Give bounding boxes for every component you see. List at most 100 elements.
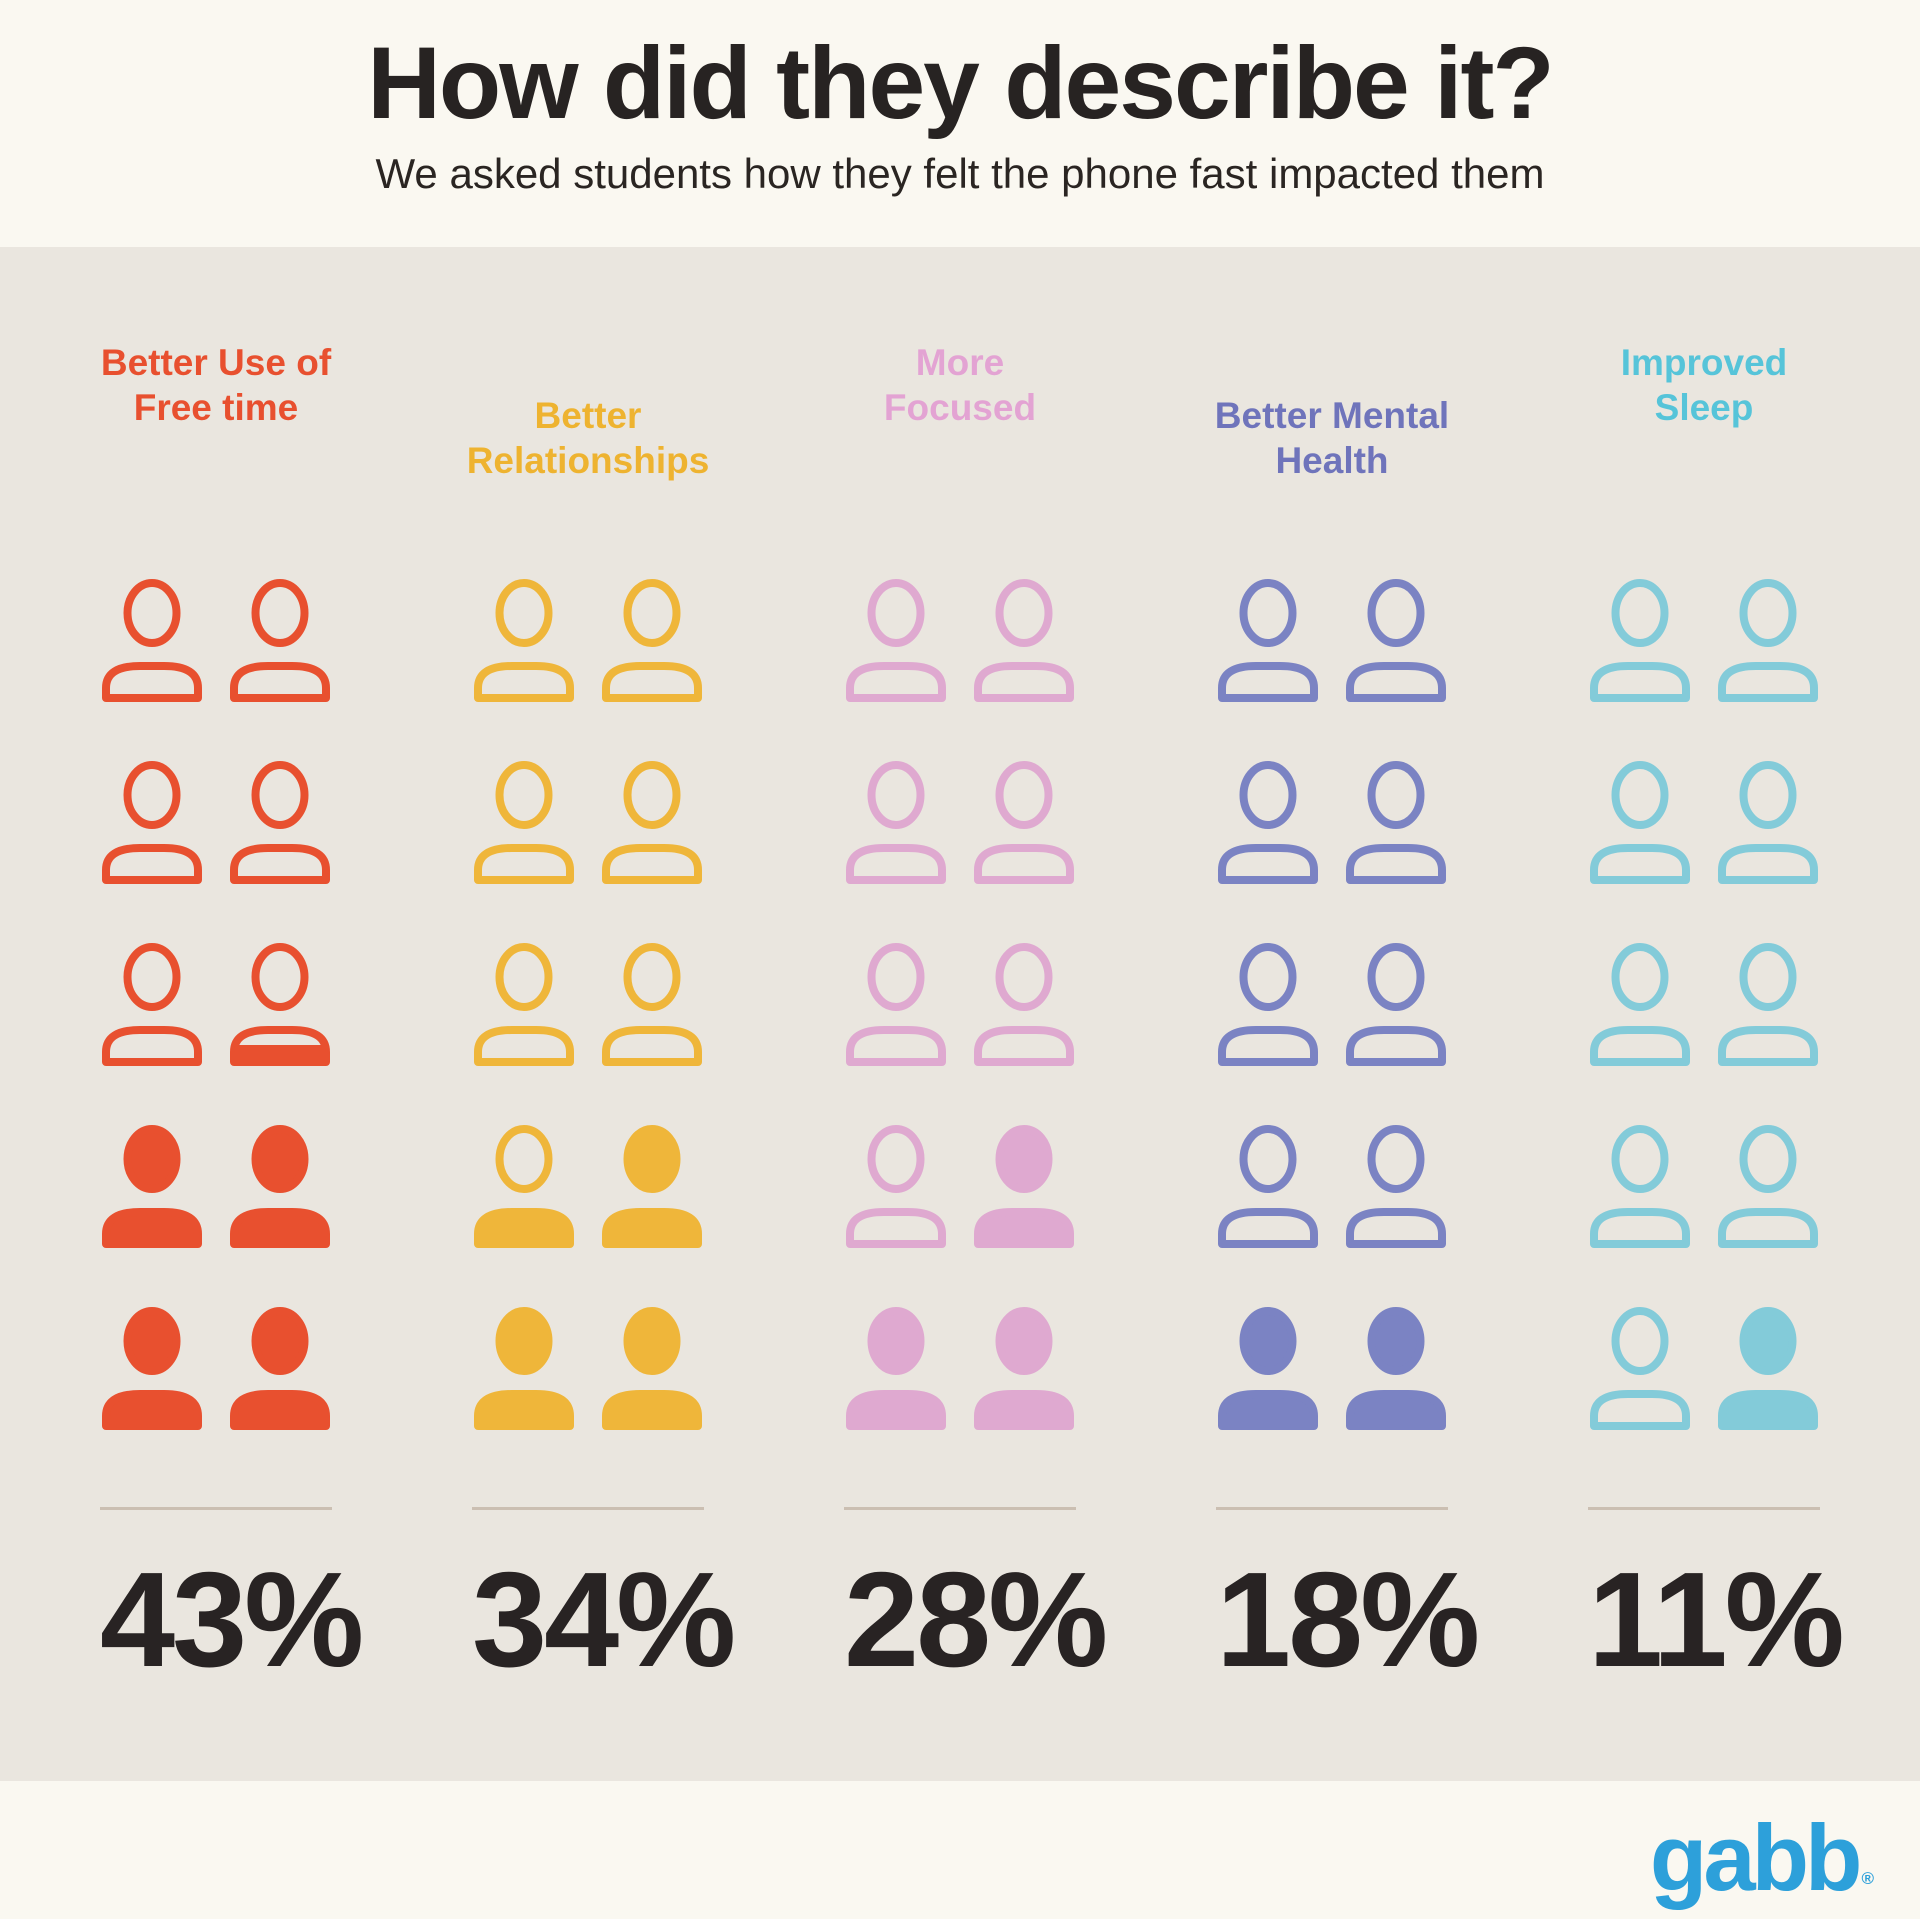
person-head <box>1239 761 1297 829</box>
person-head <box>495 943 553 1011</box>
person-icon <box>846 761 946 884</box>
person-body <box>602 844 702 884</box>
divider-line <box>844 1507 1076 1510</box>
header-band: How did they describe it? We asked stude… <box>0 0 1920 247</box>
page-title: How did they describe it? <box>367 26 1555 140</box>
person-icon-row <box>100 760 332 886</box>
person-icon <box>974 1307 1074 1430</box>
person-head <box>123 943 181 1011</box>
person-body <box>230 662 330 702</box>
person-icon <box>474 761 574 884</box>
person-icon-row <box>100 1124 332 1250</box>
person-icon <box>1218 943 1318 1066</box>
person-head <box>1739 761 1797 829</box>
category-column: Better Mental Health 18% <box>1208 247 1480 1687</box>
person-head <box>623 943 681 1011</box>
category-column: Better Relationships 34% <box>464 247 737 1687</box>
person-body <box>1590 844 1690 884</box>
person-body <box>1346 1208 1446 1248</box>
person-head <box>1239 579 1297 647</box>
person-icon <box>230 943 330 1066</box>
person-icon <box>1346 761 1446 884</box>
page-subtitle: We asked students how they felt the phon… <box>375 150 1545 198</box>
person-body <box>846 1208 946 1248</box>
percentage-value: 11% <box>1588 1544 1845 1695</box>
person-body <box>846 1390 946 1430</box>
person-body <box>102 844 202 884</box>
person-icon <box>974 1125 1074 1248</box>
person-icon-row <box>1588 578 1820 704</box>
person-icon <box>1218 1125 1318 1248</box>
person-icon-grid <box>1588 578 1820 1432</box>
category-label: Better Mental Health <box>1214 395 1450 481</box>
person-icon <box>1718 1307 1818 1430</box>
person-body <box>230 844 330 884</box>
person-head <box>1239 943 1297 1011</box>
person-head <box>623 1307 681 1375</box>
person-head <box>251 579 309 647</box>
person-icon <box>846 1125 946 1248</box>
person-body <box>1346 1026 1446 1066</box>
person-body <box>974 1390 1074 1430</box>
person-icon-row <box>472 1306 704 1432</box>
person-icon-row <box>1588 1306 1820 1432</box>
person-icon <box>230 1125 330 1248</box>
person-icon <box>1718 579 1818 702</box>
person-head <box>623 761 681 829</box>
person-head <box>995 1307 1053 1375</box>
person-icon-row <box>1588 1124 1820 1250</box>
person-body <box>230 1208 330 1248</box>
person-head <box>1367 579 1425 647</box>
person-head <box>867 579 925 647</box>
person-body <box>474 1208 574 1248</box>
person-head <box>867 1125 925 1193</box>
person-icon-row <box>472 1124 704 1250</box>
person-head <box>623 1125 681 1193</box>
person-head <box>123 761 181 829</box>
person-icon-row <box>844 1124 1076 1250</box>
person-icon-row <box>844 578 1076 704</box>
person-head <box>123 1307 181 1375</box>
divider-line <box>100 1507 332 1510</box>
person-icon <box>602 579 702 702</box>
person-icon-row <box>100 1306 332 1432</box>
person-icon-row <box>1216 942 1448 1068</box>
person-head <box>495 1125 553 1193</box>
person-icon <box>1590 943 1690 1066</box>
person-body <box>974 1208 1074 1248</box>
person-head <box>1611 1125 1669 1193</box>
person-body <box>102 1390 202 1430</box>
person-body <box>1590 662 1690 702</box>
person-body <box>230 1390 330 1430</box>
person-body <box>602 662 702 702</box>
person-body <box>474 1026 574 1066</box>
person-head <box>1611 943 1669 1011</box>
person-icon-row <box>844 1306 1076 1432</box>
divider-line <box>1588 1507 1820 1510</box>
person-icon-grid <box>1216 578 1448 1432</box>
person-icon <box>1346 579 1446 702</box>
divider-line <box>1216 1507 1448 1510</box>
person-head <box>1239 1125 1297 1193</box>
person-body <box>1218 1390 1318 1430</box>
person-body <box>846 1026 946 1066</box>
person-body <box>602 1208 702 1248</box>
person-icon <box>102 1307 202 1430</box>
person-icon <box>1718 943 1818 1066</box>
person-head <box>867 761 925 829</box>
person-head <box>995 1125 1053 1193</box>
person-body <box>1218 844 1318 884</box>
person-icon <box>1590 579 1690 702</box>
person-body <box>1218 662 1318 702</box>
person-icon-row <box>100 578 332 704</box>
person-icon <box>1718 761 1818 884</box>
person-head <box>623 579 681 647</box>
person-icon <box>102 1125 202 1248</box>
percentage-value: 28% <box>844 1544 1108 1695</box>
person-body <box>474 844 574 884</box>
gabb-logo-text: gabb <box>1649 1805 1863 1910</box>
person-icon-row <box>472 578 704 704</box>
person-head <box>1611 579 1669 647</box>
person-body <box>602 1390 702 1430</box>
person-icon <box>1590 1125 1690 1248</box>
